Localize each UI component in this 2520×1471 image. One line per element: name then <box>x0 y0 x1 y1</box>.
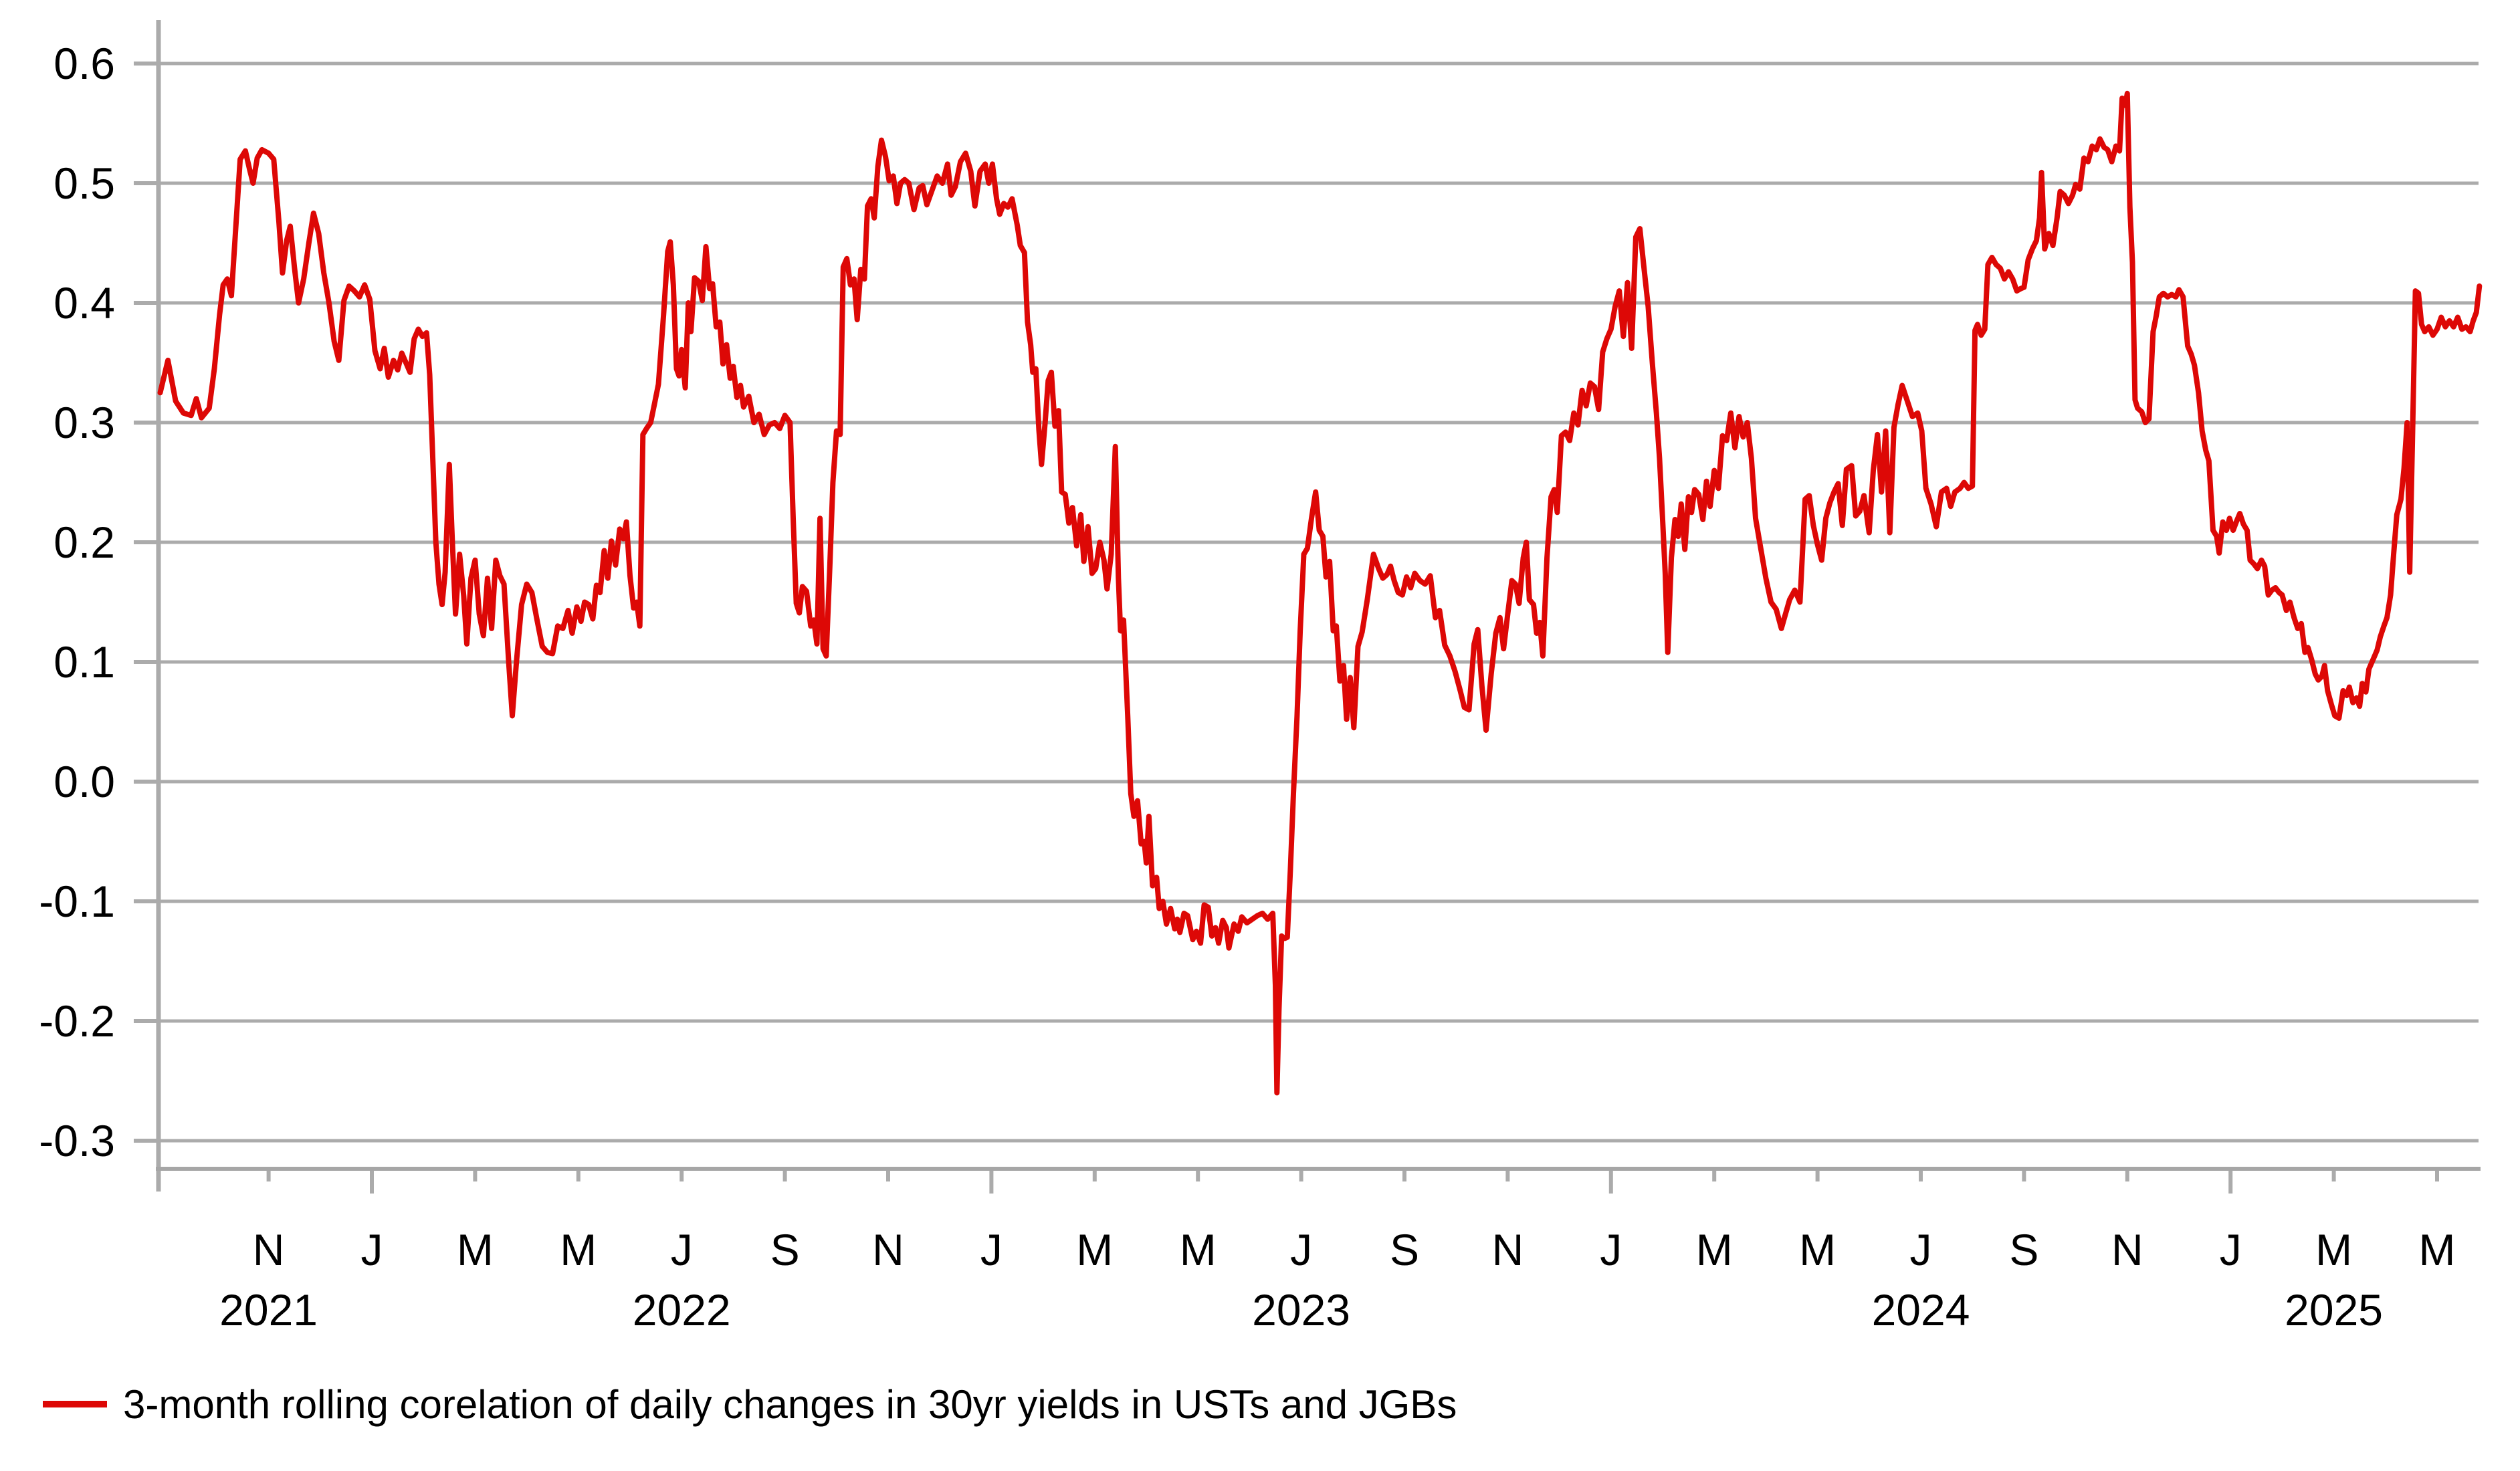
x-axis-year-label-2023: 2023 <box>1252 1285 1350 1335</box>
y-axis-label-0.3: 0.3 <box>54 398 115 447</box>
x-axis-month-label-3: M <box>560 1225 597 1274</box>
series-line-0 <box>157 90 2483 1096</box>
x-axis-year-label-2022: 2022 <box>633 1285 731 1335</box>
x-axis-month-label-7: J <box>980 1225 1003 1274</box>
y-axis-label-0.1: 0.1 <box>54 637 115 687</box>
x-axis-year-label-2021: 2021 <box>219 1285 318 1335</box>
x-axis-month-label-14: M <box>1696 1225 1733 1274</box>
y-axis-label--0.2: -0.2 <box>39 996 115 1046</box>
y-axis-label--0.1: -0.1 <box>39 877 115 926</box>
x-axis-month-label-8: M <box>1076 1225 1113 1274</box>
x-axis-month-label-20: M <box>2315 1225 2352 1274</box>
y-axis-label--0.3: -0.3 <box>39 1116 115 1165</box>
x-axis-month-label-2: M <box>457 1225 494 1274</box>
x-axis-month-label-4: J <box>671 1225 693 1274</box>
legend-label: 3-month rolling corelation of daily chan… <box>123 1381 1457 1427</box>
y-axis-label-0.4: 0.4 <box>54 278 115 328</box>
x-axis-month-label-19: J <box>2220 1225 2242 1274</box>
x-axis-month-label-18: N <box>2111 1225 2143 1274</box>
x-axis-month-label-21: M <box>2419 1225 2456 1274</box>
x-axis-month-label-6: N <box>872 1225 904 1274</box>
x-axis-month-label-0: N <box>253 1225 285 1274</box>
x-axis-month-label-5: S <box>770 1225 800 1274</box>
x-axis-month-label-9: M <box>1180 1225 1217 1274</box>
y-axis-label-0.5: 0.5 <box>54 158 115 208</box>
y-axis-label-0.6: 0.6 <box>54 39 115 88</box>
x-axis-month-label-12: N <box>1492 1225 1524 1274</box>
x-axis-month-label-13: J <box>1600 1225 1622 1274</box>
y-axis-label-0.0: 0.0 <box>54 757 115 806</box>
legend: 3-month rolling corelation of daily chan… <box>43 1379 1457 1430</box>
x-axis-month-label-1: J <box>361 1225 383 1274</box>
x-axis-month-label-10: J <box>1290 1225 1312 1274</box>
x-axis-month-label-16: J <box>1910 1225 1932 1274</box>
x-axis-month-label-15: M <box>1799 1225 1836 1274</box>
legend-line-swatch <box>43 1401 107 1407</box>
y-axis-label-0.2: 0.2 <box>54 518 115 567</box>
x-axis-year-label-2024: 2024 <box>1872 1285 1970 1335</box>
x-axis-year-label-2025: 2025 <box>2285 1285 2383 1335</box>
x-axis-month-label-17: S <box>2009 1225 2038 1274</box>
x-axis-month-label-11: S <box>1390 1225 1419 1274</box>
